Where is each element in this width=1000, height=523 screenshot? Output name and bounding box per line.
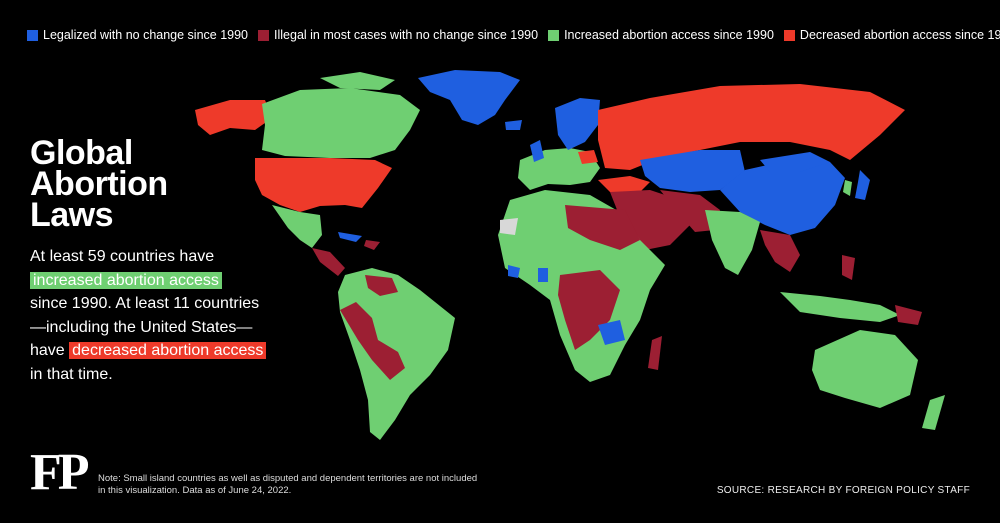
region-usa xyxy=(255,158,392,212)
page-title: Global Abortion Laws xyxy=(30,134,168,234)
region-west-africa-legal-2 xyxy=(538,268,548,282)
region-canada xyxy=(262,88,420,158)
title-line: Laws xyxy=(30,196,114,234)
legend-label: Legalized with no change since 1990 xyxy=(43,28,249,42)
legend-item-legalized: Legalized with no change since 1990 xyxy=(27,28,248,42)
region-mexico xyxy=(272,205,322,248)
highlight-increase: increased abortion access xyxy=(30,271,222,289)
legend-swatch-dark-red xyxy=(258,29,270,41)
legend-swatch-blue xyxy=(27,29,38,41)
desc-line: At least 59 countries have xyxy=(30,248,215,265)
region-west-africa-legal xyxy=(508,265,520,278)
desc-line: —including the United States— xyxy=(30,318,253,336)
fp-logo: FP xyxy=(30,444,89,501)
region-disputed xyxy=(500,218,518,235)
legend: Legalized with no change since 1990 Ille… xyxy=(27,28,1000,42)
region-madagascar xyxy=(648,336,662,370)
highlight-decrease: decreased abortion access xyxy=(69,342,267,359)
region-japan xyxy=(855,170,870,200)
region-greenland xyxy=(418,70,520,125)
region-turkey xyxy=(598,176,650,192)
legend-label: Increased abortion access since 1990 xyxy=(564,28,774,42)
legend-label: Decreased abortion access since 1990 xyxy=(799,28,1000,42)
legend-item-illegal: Illegal in most cases with no change sin… xyxy=(258,28,538,42)
source-text: SOURCE: RESEARCH BY FOREIGN POLICY STAFF xyxy=(716,485,970,496)
desc-line: since 1990. At least 11 countries xyxy=(30,295,260,312)
region-cuba xyxy=(338,232,362,242)
legend-swatch-red xyxy=(783,29,795,41)
region-central-asia xyxy=(640,150,745,192)
desc-line: in that time. xyxy=(30,365,113,383)
region-poland xyxy=(578,150,598,164)
region-north-africa xyxy=(565,205,640,250)
region-scandinavia xyxy=(555,98,600,150)
legend-label: Illegal in most cases with no change sin… xyxy=(274,28,539,42)
region-iran xyxy=(660,190,720,232)
region-iceland xyxy=(505,120,522,130)
region-australia xyxy=(812,330,918,408)
region-southern-africa-legal xyxy=(598,320,625,345)
region-philippines xyxy=(842,255,855,280)
region-central-america xyxy=(312,248,345,276)
world-map xyxy=(195,70,945,440)
region-indonesia xyxy=(780,292,900,322)
region-hispaniola xyxy=(364,240,380,250)
region-southeast-asia xyxy=(760,230,800,272)
region-china xyxy=(720,160,845,235)
region-alaska xyxy=(195,100,272,135)
region-mongolia xyxy=(760,152,830,172)
legend-item-decreased: Decreased abortion access since 1990 xyxy=(783,28,1000,42)
region-south-america-restricted xyxy=(340,302,405,380)
region-central-africa xyxy=(558,270,620,350)
desc-line: have xyxy=(30,342,65,359)
title-line: Abortion xyxy=(30,165,168,203)
legend-item-increased: Increased abortion access since 1990 xyxy=(548,28,774,42)
title-line: Global xyxy=(30,134,133,172)
region-arctic-islands xyxy=(320,72,395,90)
region-korea xyxy=(843,180,852,196)
legend-swatch-green xyxy=(548,29,560,41)
region-new-zealand xyxy=(922,395,945,430)
region-india xyxy=(705,210,760,275)
region-venezuela xyxy=(365,275,398,296)
region-uk xyxy=(530,140,544,162)
region-russia xyxy=(598,84,905,170)
region-papua xyxy=(895,305,922,325)
description: At least 59 countries have increased abo… xyxy=(30,245,290,386)
note-text: Note: Small island countries as well as … xyxy=(98,473,478,496)
